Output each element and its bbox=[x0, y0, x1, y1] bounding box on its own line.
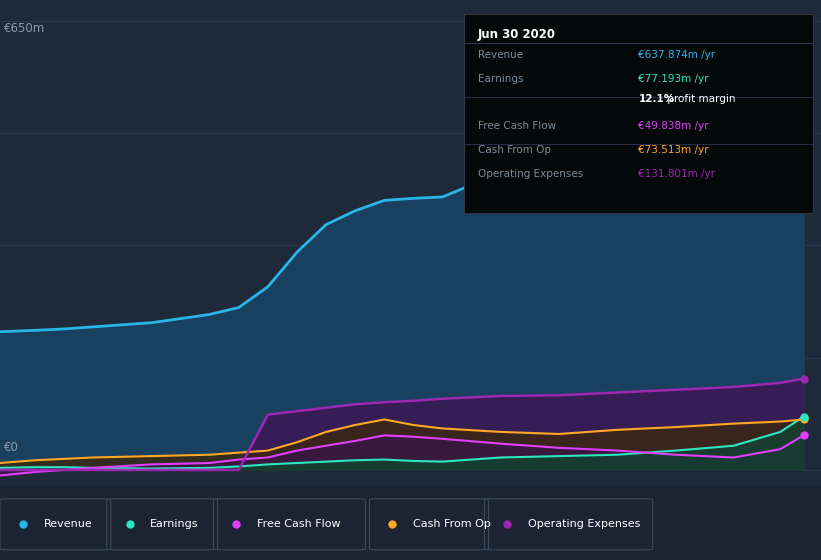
Text: €0: €0 bbox=[4, 441, 19, 454]
Text: Cash From Op: Cash From Op bbox=[413, 519, 491, 529]
Text: €73.513m /yr: €73.513m /yr bbox=[639, 145, 709, 155]
Text: Free Cash Flow: Free Cash Flow bbox=[478, 122, 556, 132]
Text: Jun 30 2020: Jun 30 2020 bbox=[478, 28, 556, 41]
Text: 12.1%: 12.1% bbox=[639, 94, 675, 104]
Text: profit margin: profit margin bbox=[664, 94, 736, 104]
Text: Operating Expenses: Operating Expenses bbox=[528, 519, 640, 529]
Text: Cash From Op: Cash From Op bbox=[478, 145, 551, 155]
Text: €131.801m /yr: €131.801m /yr bbox=[639, 169, 715, 179]
Text: Revenue: Revenue bbox=[478, 50, 523, 60]
Text: €77.193m /yr: €77.193m /yr bbox=[639, 73, 709, 83]
Text: Earnings: Earnings bbox=[478, 73, 523, 83]
Text: €637.874m /yr: €637.874m /yr bbox=[639, 50, 715, 60]
Text: €650m: €650m bbox=[4, 22, 45, 35]
Text: Free Cash Flow: Free Cash Flow bbox=[257, 519, 341, 529]
Text: Operating Expenses: Operating Expenses bbox=[478, 169, 583, 179]
Text: Revenue: Revenue bbox=[44, 519, 92, 529]
Text: Earnings: Earnings bbox=[150, 519, 199, 529]
Text: €49.838m /yr: €49.838m /yr bbox=[639, 122, 709, 132]
